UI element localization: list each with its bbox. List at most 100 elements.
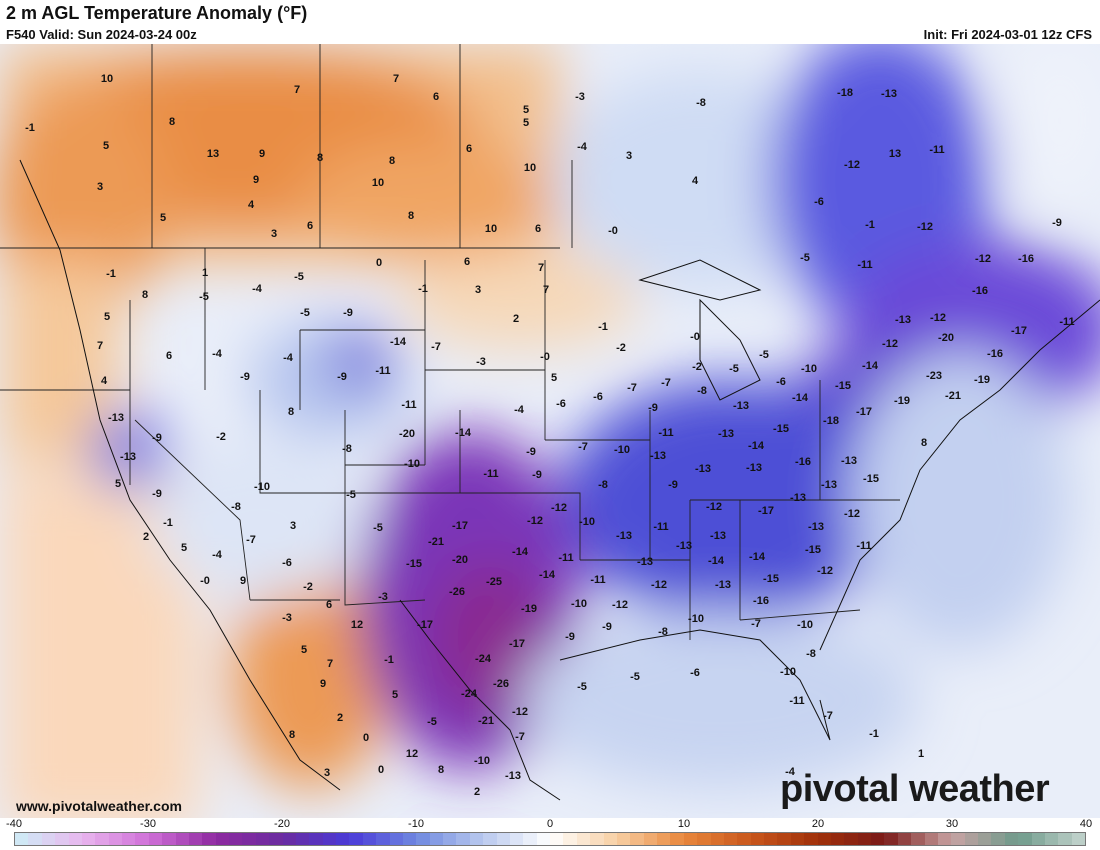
anomaly-value-label: 4	[692, 175, 699, 187]
colorbar-segment	[242, 833, 256, 845]
anomaly-value-label: -9	[565, 631, 575, 643]
anomaly-value-label: -9	[532, 469, 542, 481]
colorbar-segment	[978, 833, 992, 845]
anomaly-value-label: 9	[259, 148, 265, 160]
colorbar-segment	[15, 833, 29, 845]
colorbar-segment	[483, 833, 497, 845]
colorbar	[14, 832, 1086, 846]
colorbar-tick-label: -30	[140, 818, 156, 830]
anomaly-value-label: 9	[320, 678, 326, 690]
anomaly-value-label: -13	[676, 540, 692, 552]
colorbar-segment	[295, 833, 310, 845]
colorbar-segment	[844, 833, 858, 845]
anomaly-value-label: 5	[115, 478, 121, 490]
anomaly-value-label: -14	[390, 336, 407, 348]
anomaly-value-label: -5	[373, 522, 383, 534]
anomaly-value-label: 6	[326, 599, 332, 611]
anomaly-value-label: -17	[509, 638, 525, 650]
anomaly-value-label: -5	[729, 363, 739, 375]
anomaly-value-label: 3	[97, 181, 103, 193]
colorbar-segment	[790, 833, 805, 845]
anomaly-value-label: -12	[651, 579, 667, 591]
anomaly-value-label: -17	[417, 619, 433, 631]
anomaly-value-label: -13	[650, 450, 666, 462]
anomaly-value-label: 4	[248, 199, 255, 211]
anomaly-value-label: 8	[438, 764, 444, 776]
anomaly-value-label: -11	[929, 144, 944, 156]
anomaly-value-label: -14	[539, 569, 556, 581]
anomaly-value-label: -3	[282, 612, 292, 624]
anomaly-value-label: -4	[212, 348, 223, 360]
colorbar-segment	[897, 833, 912, 845]
anomaly-value-label: 6	[166, 350, 172, 362]
anomaly-value-label: 3	[271, 228, 277, 240]
anomaly-value-label: -6	[593, 391, 603, 403]
anomaly-value-label: -8	[598, 479, 608, 491]
anomaly-value-label: -1	[163, 517, 173, 529]
anomaly-value-label: 7	[327, 658, 333, 670]
anomaly-value-label: -10	[801, 363, 817, 375]
anomaly-value-label: -12	[817, 565, 833, 577]
anomaly-value-label: -26	[449, 586, 465, 598]
colorbar-segment	[322, 833, 336, 845]
colorbar-segment	[603, 833, 617, 845]
colorbar-segment	[670, 833, 684, 845]
anomaly-value-label: -9	[526, 446, 536, 458]
colorbar-segment	[777, 833, 791, 845]
anomaly-value-label: 10	[372, 177, 384, 189]
anomaly-value-label: -15	[863, 473, 879, 485]
anomaly-value-label: -6	[556, 398, 566, 410]
colorbar-segment	[723, 833, 738, 845]
anomaly-value-label: 6	[535, 223, 541, 235]
anomaly-value-label: -21	[428, 536, 444, 548]
anomaly-value-label: -9	[648, 402, 658, 414]
anomaly-value-label: -12	[527, 515, 543, 527]
anomaly-value-label: -5	[346, 489, 356, 501]
colorbar-segment	[590, 833, 604, 845]
anomaly-value-label: -14	[862, 360, 879, 372]
anomaly-value-label: 13	[889, 148, 901, 160]
anomaly-value-label: -11	[401, 399, 416, 411]
anomaly-value-label: -10	[614, 444, 630, 456]
boundary-lines	[0, 44, 900, 640]
anomaly-value-label: 12	[351, 619, 363, 631]
anomaly-value-label: -13	[120, 451, 136, 463]
anomaly-value-label: -13	[715, 579, 731, 591]
valid-time: F540 Valid: Sun 2024-03-24 00z	[6, 27, 197, 42]
anomaly-value-label: -0	[540, 351, 550, 363]
colorbar-segment	[830, 833, 845, 845]
anomaly-value-label: -20	[399, 428, 415, 440]
init-time: Init: Fri 2024-03-01 12z CFS	[923, 27, 1092, 42]
colorbar-segment	[683, 833, 698, 845]
anomaly-value-label: 5	[523, 117, 529, 129]
colorbar-segment	[804, 833, 818, 845]
colorbar-segment	[1058, 833, 1072, 845]
anomaly-value-label: -12	[930, 312, 946, 324]
colorbar-tick-label: 20	[811, 818, 825, 830]
anomaly-value-label: 1	[202, 267, 208, 279]
anomaly-value-label: 3	[324, 767, 330, 779]
colorbar-segment	[1018, 833, 1032, 845]
anomaly-value-label: 8	[288, 406, 294, 418]
anomaly-value-label: -7	[661, 377, 671, 389]
anomaly-value-label: -16	[795, 456, 811, 468]
anomaly-value-label: -11	[558, 552, 573, 564]
colorbar-segment	[536, 833, 550, 845]
colorbar-segment	[937, 833, 952, 845]
colorbar-segment	[202, 833, 216, 845]
anomaly-value-label: -0	[200, 575, 210, 587]
anomaly-value-label: -12	[612, 599, 628, 611]
anomaly-value-label: -17	[452, 520, 468, 532]
anomaly-value-label: -4	[785, 766, 796, 778]
colorbar-segment	[215, 833, 229, 845]
anomaly-value-label: -7	[823, 710, 833, 722]
anomaly-value-label: -8	[342, 443, 352, 455]
anomaly-value-label: 1	[918, 748, 924, 760]
anomaly-value-label: -14	[455, 427, 472, 439]
anomaly-value-label: -12	[844, 508, 860, 520]
anomaly-value-label: -15	[835, 380, 851, 392]
colorbar-segment	[81, 833, 96, 845]
colorbar-segment	[349, 833, 363, 845]
anomaly-value-label: -5	[300, 307, 310, 319]
anomaly-value-label: 4	[101, 375, 108, 387]
